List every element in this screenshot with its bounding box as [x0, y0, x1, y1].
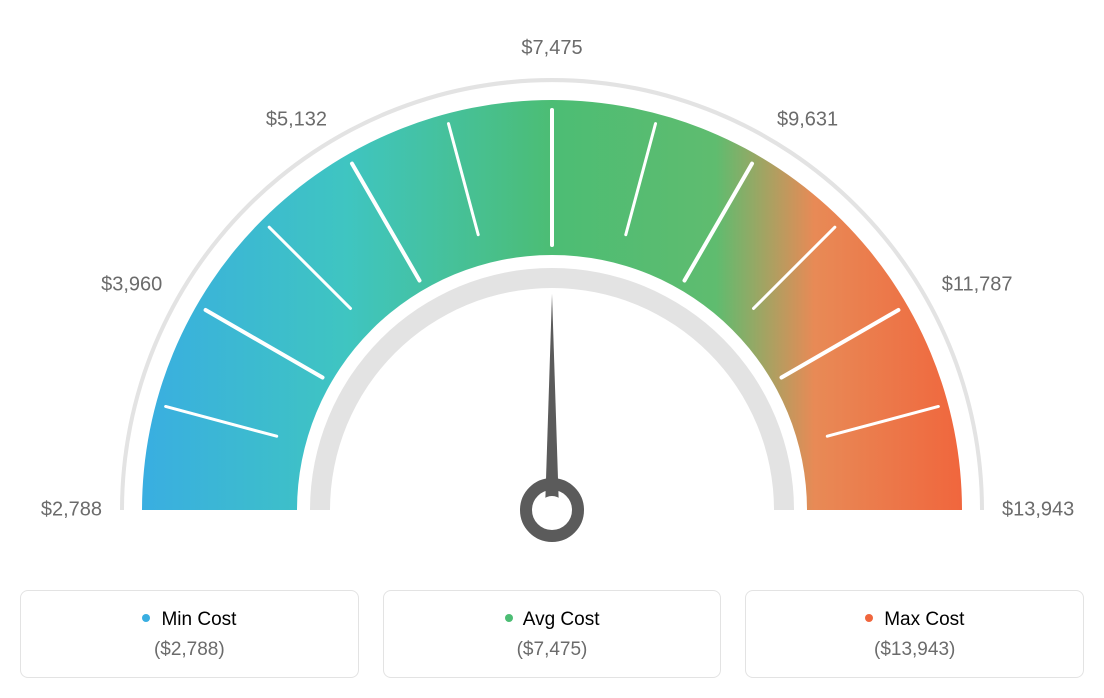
legend-dot-avg [505, 614, 513, 622]
gauge-tick-label: $9,631 [777, 109, 838, 132]
cost-gauge-chart: $2,788 $3,960 $5,132 $7,475 $9,631 $11,787 $13… [20, 20, 1084, 678]
legend-value-max: ($13,943) [756, 639, 1073, 661]
legend-value-min: ($2,788) [31, 639, 348, 661]
legend-title-min: Min Cost [161, 609, 236, 630]
gauge-area: $2,788 $3,960 $5,132 $7,475 $9,631 $11,787 $13… [20, 20, 1084, 580]
gauge-tick-label: $7,475 [521, 37, 582, 60]
legend-dot-min [142, 614, 150, 622]
gauge-tick-label: $3,960 [101, 274, 162, 297]
gauge-tick-label: $11,787 [942, 274, 1013, 297]
gauge-svg [20, 20, 1084, 580]
legend-title-avg: Avg Cost [523, 609, 600, 630]
legend-card-avg: Avg Cost ($7,475) [383, 590, 722, 678]
gauge-tick-label: $5,132 [266, 109, 327, 132]
legend-card-min: Min Cost ($2,788) [20, 590, 359, 678]
legend-row: Min Cost ($2,788) Avg Cost ($7,475) Max … [20, 590, 1084, 678]
legend-title-max: Max Cost [884, 609, 964, 630]
legend-card-max: Max Cost ($13,943) [745, 590, 1084, 678]
gauge-tick-label: $13,943 [1002, 499, 1074, 522]
legend-dot-max [865, 614, 873, 622]
legend-value-avg: ($7,475) [394, 639, 711, 661]
gauge-tick-label: $2,788 [41, 499, 102, 522]
